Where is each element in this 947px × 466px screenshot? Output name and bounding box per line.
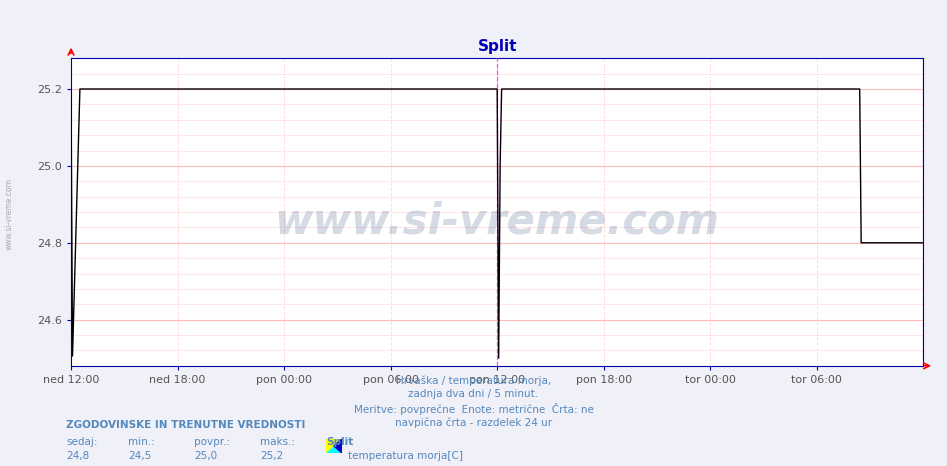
Text: temperatura morja[C]: temperatura morja[C] (348, 451, 462, 460)
Text: Hrvaška / temperatura morja,: Hrvaška / temperatura morja, (396, 375, 551, 386)
Polygon shape (333, 439, 342, 453)
Text: www.si-vreme.com: www.si-vreme.com (5, 178, 14, 250)
Text: zadnja dva dni / 5 minut.: zadnja dva dni / 5 minut. (408, 389, 539, 399)
Text: navpična črta - razdelek 24 ur: navpična črta - razdelek 24 ur (395, 417, 552, 428)
Title: Split: Split (477, 39, 517, 55)
Text: maks.:: maks.: (260, 437, 295, 446)
Text: www.si-vreme.com: www.si-vreme.com (275, 200, 720, 242)
Text: 24,5: 24,5 (128, 451, 152, 460)
Text: 24,8: 24,8 (66, 451, 90, 460)
Text: 25,0: 25,0 (194, 451, 217, 460)
Text: Meritve: povprečne  Enote: metrične  Črta: ne: Meritve: povprečne Enote: metrične Črta:… (353, 403, 594, 415)
Text: sedaj:: sedaj: (66, 437, 98, 446)
Text: 25,2: 25,2 (260, 451, 284, 460)
Text: povpr.:: povpr.: (194, 437, 230, 446)
Text: ZGODOVINSKE IN TRENUTNE VREDNOSTI: ZGODOVINSKE IN TRENUTNE VREDNOSTI (66, 420, 306, 430)
Text: Split: Split (327, 437, 354, 446)
Polygon shape (326, 439, 342, 453)
Polygon shape (326, 439, 342, 453)
Text: min.:: min.: (128, 437, 154, 446)
